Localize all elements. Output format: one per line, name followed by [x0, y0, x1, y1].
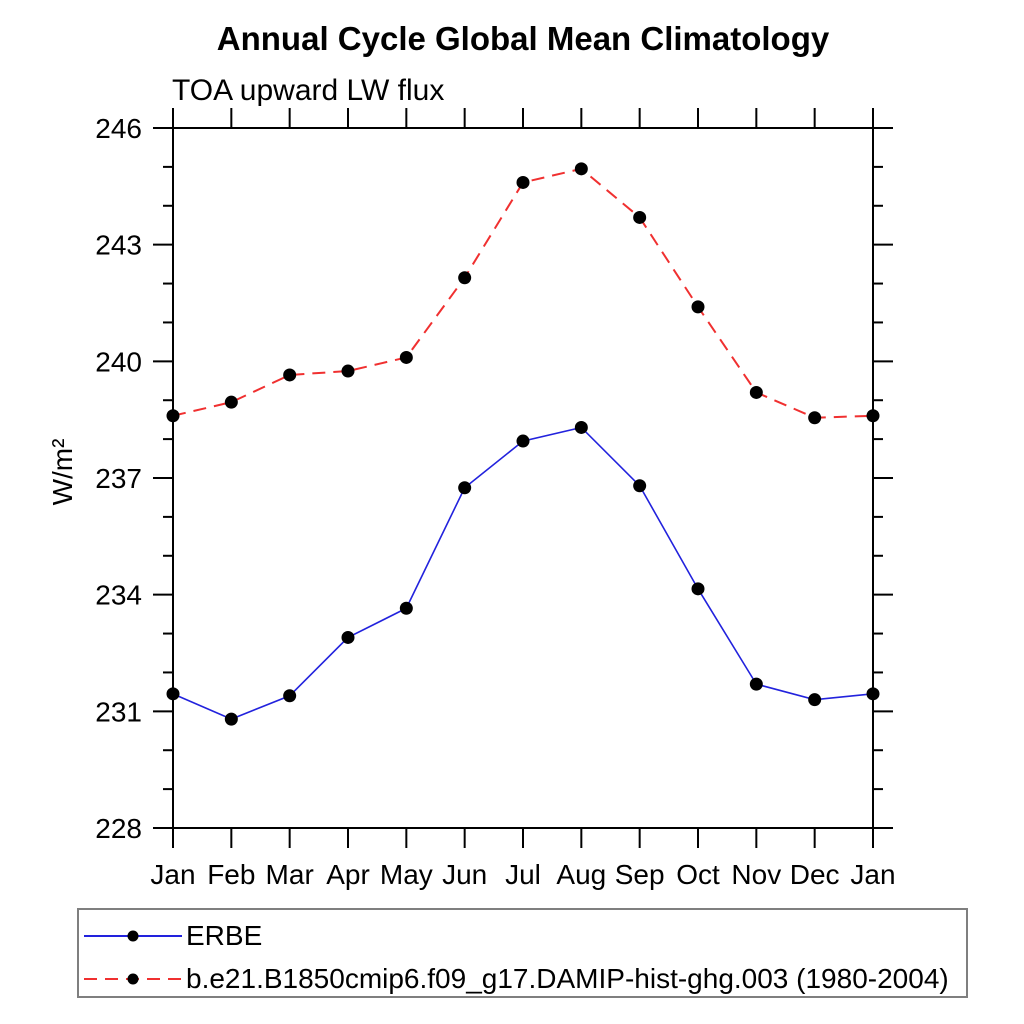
y-tick-label: 228 [95, 813, 142, 844]
data-point-marker [341, 630, 355, 644]
data-point-marker [691, 582, 705, 596]
chart-title: Annual Cycle Global Mean Climatology [216, 20, 830, 57]
series-line-erbe [172, 426, 874, 720]
y-tick-label: 246 [95, 113, 142, 144]
data-point-marker [691, 300, 705, 314]
x-tick-label: Mar [266, 859, 314, 890]
y-tick-label: 240 [95, 346, 142, 377]
legend-swatch-solid-line-icon [84, 930, 182, 942]
y-axis-tick-labels: 228 231 234 237 240 243 246 [95, 113, 142, 844]
data-point-marker [283, 689, 297, 703]
data-point-marker [574, 162, 588, 176]
y-axis-label: W/m² [47, 438, 78, 506]
series-model [166, 162, 880, 425]
data-point-marker [516, 434, 530, 448]
data-point-marker [166, 687, 180, 701]
data-point-marker [516, 175, 530, 189]
x-tick-label: Dec [790, 859, 840, 890]
x-tick-label: Jan [850, 859, 895, 890]
data-point-marker [574, 420, 588, 434]
series-erbe [166, 420, 880, 726]
data-point-marker [224, 712, 238, 726]
x-tick-label: Feb [207, 859, 255, 890]
plot-frame [153, 108, 893, 848]
x-tick-label: Sep [615, 859, 665, 890]
legend-swatch-dashed-line-icon [84, 973, 182, 985]
x-tick-label: Nov [731, 859, 781, 890]
legend-label-model: b.e21.B1850cmip6.f09_g17.DAMIP-hist-ghg.… [186, 963, 949, 994]
data-point-marker [399, 350, 413, 364]
data-point-marker [749, 677, 763, 691]
data-point-marker [866, 409, 880, 423]
y-tick-label: 243 [95, 230, 142, 261]
x-tick-label: Oct [676, 859, 720, 890]
data-point-marker [633, 210, 647, 224]
series-line-model [172, 167, 874, 419]
legend-entry-model: b.e21.B1850cmip6.f09_g17.DAMIP-hist-ghg.… [81, 964, 949, 994]
data-point-marker [458, 271, 472, 285]
x-axis-tick-labels: Jan Feb Mar Apr May Jun Jul Aug Sep Oct Nov Dec Jan [150, 859, 895, 890]
legend-label-erbe: ERBE [186, 920, 263, 951]
x-tick-label: Jun [442, 859, 487, 890]
data-point-marker [808, 411, 822, 425]
y-axis-ticks [153, 127, 893, 829]
y-tick-label: 237 [95, 463, 142, 494]
data-point-marker [808, 693, 822, 707]
x-axis-ticks [172, 108, 874, 848]
x-tick-label: Aug [556, 859, 606, 890]
data-point-marker [166, 409, 180, 423]
data-point-marker [866, 687, 880, 701]
data-point-marker [341, 364, 355, 378]
y-tick-label: 234 [95, 580, 142, 611]
chart-subtitle: TOA upward LW flux [172, 74, 445, 107]
x-tick-label: Jul [505, 859, 541, 890]
x-tick-label: Jan [150, 859, 195, 890]
data-point-marker [749, 385, 763, 399]
x-tick-label: Apr [326, 859, 370, 890]
y-tick-label: 231 [95, 696, 142, 727]
data-point-marker [633, 479, 647, 493]
data-point-marker [399, 601, 413, 615]
legend: ERBE b.e21.B1850cmip6.f09_g17.DAMIP-hist… [77, 908, 968, 998]
data-point-marker [283, 368, 297, 382]
data-point-marker [224, 395, 238, 409]
data-point-marker [458, 481, 472, 495]
legend-entry-erbe: ERBE [81, 921, 262, 951]
x-tick-label: May [380, 859, 433, 890]
